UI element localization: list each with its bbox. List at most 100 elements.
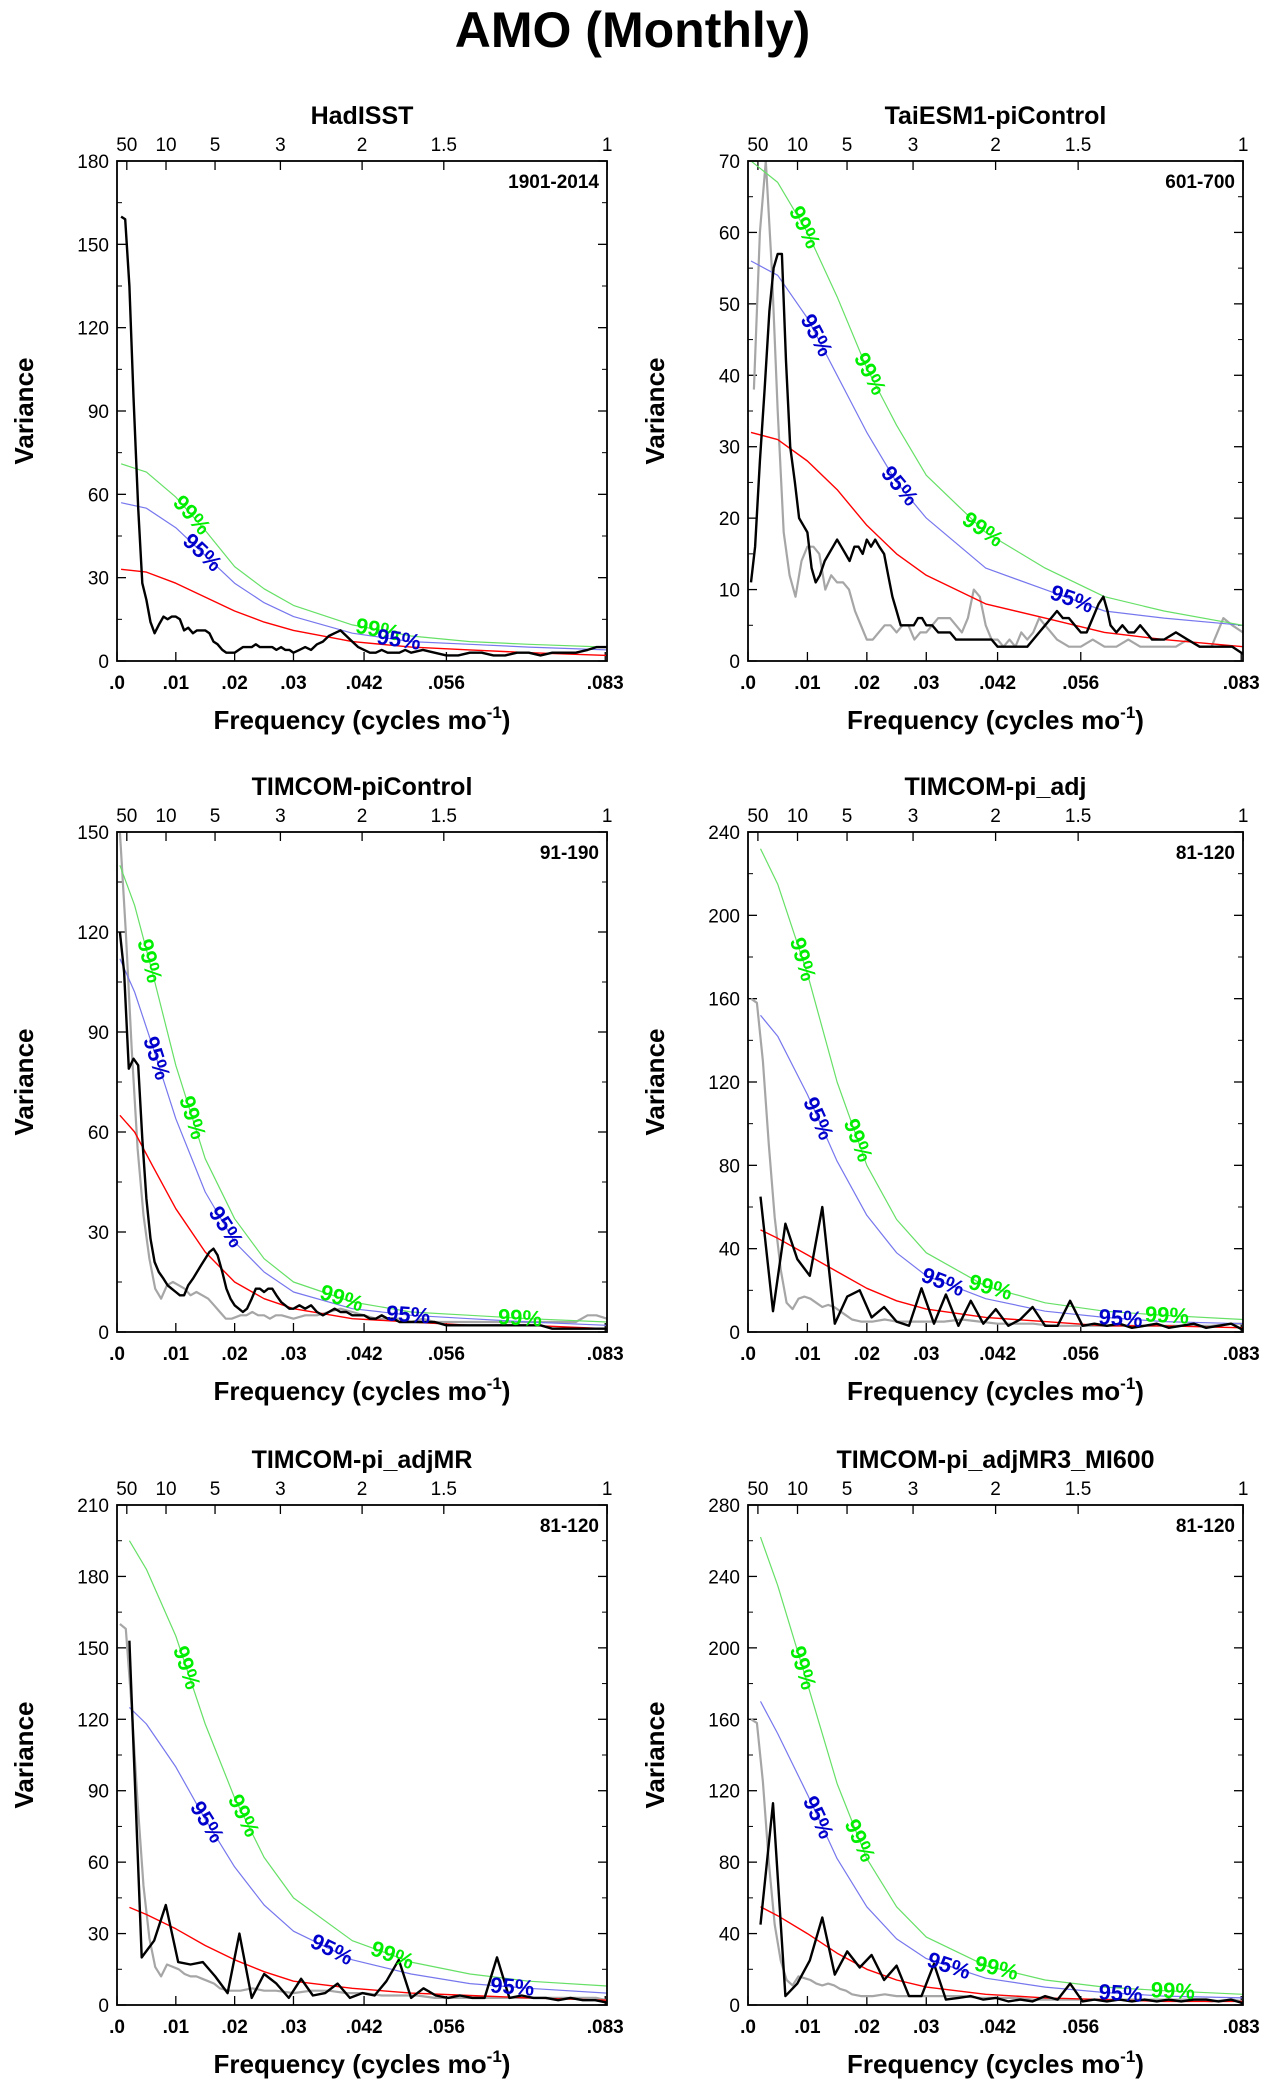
x-axis-label-sup: -1: [1120, 1374, 1135, 1393]
y-axis-label: Variance: [9, 1702, 39, 1809]
y-tick-label: 120: [708, 1073, 740, 1094]
period-label: 601-700: [1165, 172, 1235, 193]
x-axis-label-main: Frequency (cycles mo: [847, 1376, 1120, 1406]
confidence-label: 95%: [375, 624, 422, 655]
top-tick-label: 10: [787, 1479, 808, 1500]
y-tick-label: 70: [719, 152, 740, 173]
confidence-label: 99%: [966, 1269, 1015, 1305]
series-line-red-noise: [121, 568, 607, 657]
series-line-spectrum: [749, 252, 1243, 655]
x-tick-label: .03: [280, 1344, 306, 1365]
top-tick-label: 2: [990, 1479, 1001, 1500]
top-tick-label: 2: [357, 135, 368, 156]
confidence-label: 95%: [924, 1947, 974, 1985]
plot-frame: [747, 1504, 1244, 2006]
y-tick-label: 20: [719, 509, 740, 530]
x-tick-label: .083: [587, 1344, 624, 1365]
confidence-label: 99%: [972, 1951, 1021, 1986]
x-tick-label: .0: [740, 2017, 756, 2038]
plot-frame: [116, 1504, 608, 2006]
confidence-label: 95%: [385, 1300, 431, 1328]
x-tick-label: .056: [428, 1344, 465, 1365]
period-label: 81-120: [1176, 843, 1235, 864]
series-line-conf-99: [759, 848, 1243, 1321]
plot-frame: [747, 160, 1244, 662]
y-tick-label: 60: [88, 1123, 109, 1144]
x-tick-label: .01: [794, 2017, 821, 2038]
series-group: [119, 1540, 607, 2004]
series-line-conf-95: [759, 1701, 1243, 1999]
top-tick-label: 3: [275, 806, 286, 827]
y-tick-label: 0: [98, 652, 109, 673]
x-axis-label-main: Frequency (cycles mo: [214, 705, 487, 735]
period-label: 81-120: [540, 1516, 599, 1537]
x-axis-label-main: Frequency (cycles mo: [847, 2049, 1120, 2079]
x-tick-label: .02: [854, 673, 880, 694]
confidence-label: 99%: [168, 1643, 206, 1693]
confidence-label: 99%: [785, 934, 821, 983]
y-tick-label: 280: [708, 1496, 740, 1517]
x-axis-label-end: ): [1135, 705, 1144, 735]
top-tick-label: 5: [210, 806, 221, 827]
x-axis-label: Frequency (cycles mo-1): [847, 703, 1144, 735]
x-tick-label: .056: [428, 2017, 465, 2038]
y-tick-label: 60: [719, 223, 740, 244]
confidence-label: 95%: [307, 1928, 358, 1970]
top-tick-label: 3: [908, 135, 919, 156]
top-tick-label: 1.5: [1065, 1479, 1091, 1500]
confidence-label: 95%: [489, 1972, 535, 2000]
confidence-label: 95%: [796, 310, 839, 361]
chart-title: TIMCOM-pi_adj: [905, 773, 1087, 801]
top-tick-label: 3: [908, 1479, 919, 1500]
chart-panel: TIMCOM-piControl91-1900306090120150.0.01…: [9, 773, 624, 1406]
x-axis-label-end: ): [502, 1376, 511, 1406]
confidence-label: 99%: [367, 1936, 417, 1975]
x-tick-label: .02: [854, 1344, 880, 1365]
series-line-spectrum: [759, 1802, 1243, 2005]
series-line-conf-95: [760, 1014, 1243, 1325]
chart-panel: TIMCOM-pi_adjMR3_MI600 81-120 0 40 80 120 160 2…: [640, 1446, 1260, 2079]
x-tick-label: .03: [280, 673, 306, 694]
top-tick-label: 1.5: [431, 1479, 457, 1500]
series-line-conf-99: [119, 865, 607, 1323]
top-tick-label: 5: [210, 1479, 221, 1500]
series-group: [750, 848, 1243, 1331]
top-tick-label: 1: [1238, 1479, 1249, 1500]
confidence-label: 95%: [918, 1262, 968, 1301]
y-axis-label: Variance: [9, 358, 39, 465]
top-tick-label: 50: [747, 1479, 768, 1500]
y-tick-label: 200: [708, 906, 740, 927]
x-axis-label: Frequency (cycles mo-1): [847, 1374, 1144, 1406]
x-tick-label: .056: [428, 673, 465, 694]
series-line-conf-95: [119, 958, 607, 1326]
confidence-label: 95%: [798, 1093, 839, 1143]
confidence-label: 99%: [849, 348, 892, 399]
confidence-label: 99%: [1150, 1977, 1195, 2004]
series-line-red-noise: [750, 431, 1243, 648]
top-tick-label: 50: [747, 806, 768, 827]
top-tick-label: 3: [275, 135, 286, 156]
x-tick-label: .02: [221, 2017, 247, 2038]
x-axis-label-main: Frequency (cycles mo: [214, 2049, 487, 2079]
x-tick-label: .01: [163, 1344, 190, 1365]
top-tick-label: 10: [787, 135, 808, 156]
x-tick-label: .02: [854, 2017, 880, 2038]
y-tick-label: 50: [719, 295, 740, 316]
y-tick-label: 0: [729, 1323, 740, 1344]
x-axis-label-sup: -1: [487, 703, 502, 722]
x-axis-label-sup: -1: [487, 2047, 502, 2066]
x-tick-label: .03: [913, 673, 939, 694]
chart-title: TIMCOM-piControl: [252, 773, 473, 801]
chart-title: HadISST: [311, 102, 414, 130]
x-tick-label: .083: [1223, 2017, 1260, 2038]
y-tick-label: 90: [88, 402, 109, 423]
y-tick-label: 60: [88, 485, 109, 506]
series-line-secondary: [752, 161, 1243, 648]
y-tick-label: 0: [729, 652, 740, 673]
series-line-red-noise: [129, 1906, 607, 2001]
x-tick-label: .03: [913, 2017, 939, 2038]
x-tick-label: .042: [979, 673, 1016, 694]
period-label: 81-120: [1176, 1516, 1235, 1537]
confidence-label: 95%: [204, 1201, 249, 1252]
